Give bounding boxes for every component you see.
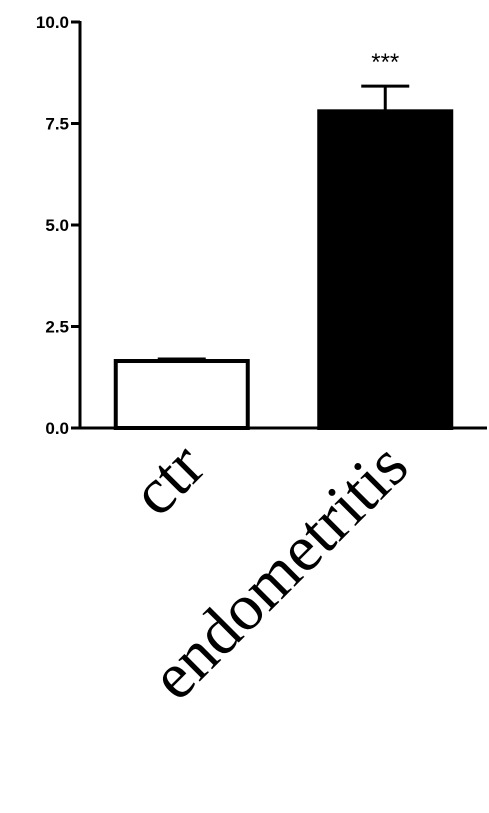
category-label-ctr: ctr [118, 429, 219, 530]
bar-endometritis [317, 109, 454, 430]
significance-annotation: *** [371, 49, 399, 76]
y-tick-label: 0.0 [45, 419, 69, 438]
bars [113, 109, 454, 431]
bar-ctr [113, 359, 250, 431]
y-tick-label: 5.0 [45, 216, 69, 235]
error-bars [157, 84, 410, 362]
y-tick-label: 10.0 [36, 13, 69, 32]
y-tick-label: 7.5 [45, 115, 69, 134]
annotations: *** [371, 49, 399, 76]
y-ticks: 0.0 2.5 5.0 7.5 10.0 [36, 13, 80, 438]
y-tick-label: 2.5 [45, 318, 69, 337]
